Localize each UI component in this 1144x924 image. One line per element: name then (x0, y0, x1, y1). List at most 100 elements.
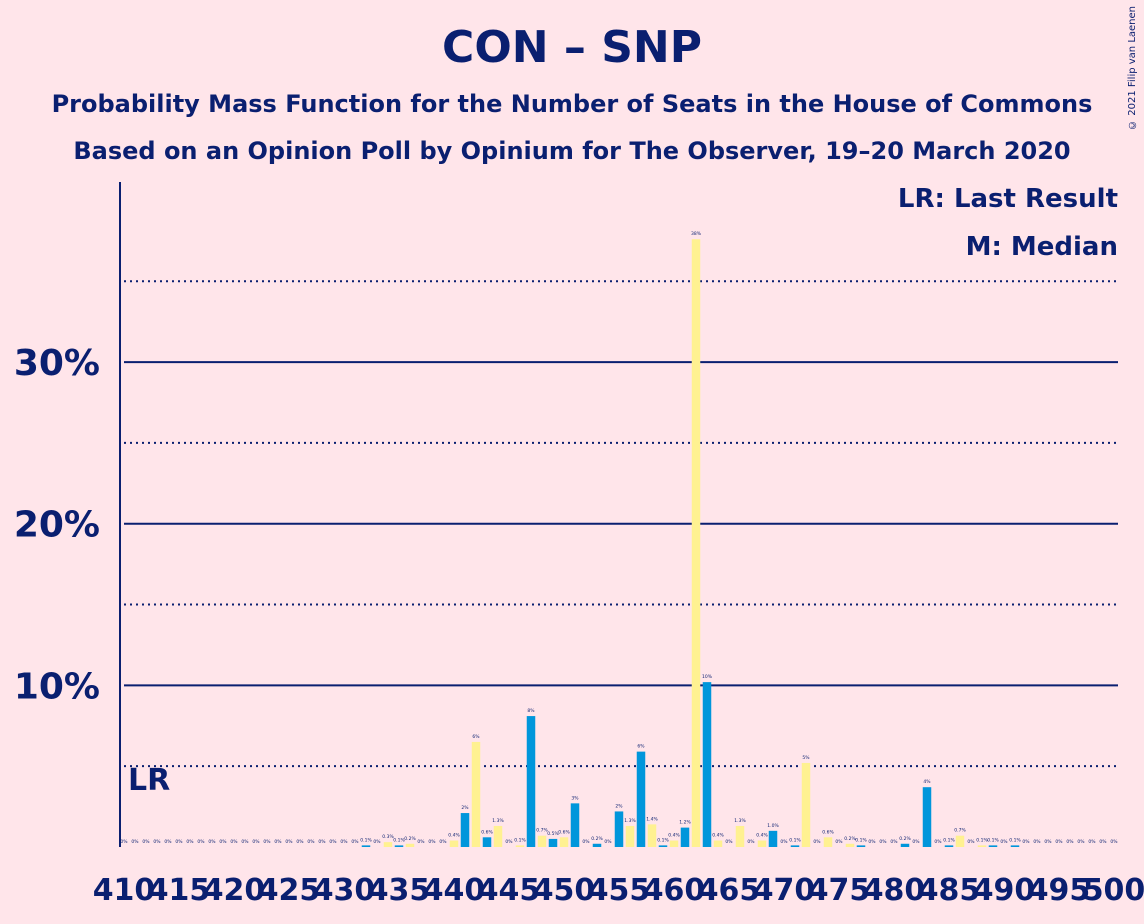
bar-label-413: 0% (153, 839, 161, 845)
bar-474 (823, 837, 833, 847)
bar-462 (691, 239, 701, 848)
bar-label-433: 0% (373, 839, 381, 845)
chart-title: CON – SNP (442, 22, 702, 73)
bar-label-468: 0.4% (756, 833, 768, 839)
bar-label-445: 0% (505, 839, 513, 845)
x-tick-label: 455 (588, 873, 651, 908)
bar-label-470: 0% (780, 839, 788, 845)
bar-label-430: 0% (340, 839, 348, 845)
bar-label-442: 6% (472, 734, 480, 740)
bar-label-425: 0% (285, 839, 293, 845)
bar-489 (988, 845, 998, 847)
bar-label-440: 0.4% (448, 833, 460, 839)
bar-label-424: 0% (274, 839, 282, 845)
bar-451 (570, 803, 580, 847)
y-tick-label: 10% (14, 666, 100, 707)
bar-460 (669, 840, 679, 847)
bar-label-453: 0.2% (591, 836, 603, 842)
bar-471 (790, 845, 800, 847)
bar-label-427: 0% (307, 839, 315, 845)
bar-label-450: 0.6% (558, 829, 570, 835)
grid-lines (124, 280, 1118, 768)
axes-group: 10%20%30%4104154204254304354404454504554… (14, 182, 1144, 908)
y-tick-label: 30% (14, 343, 100, 384)
bar-label-417: 0% (197, 839, 205, 845)
bar-label-419: 0% (219, 839, 227, 845)
bar-label-457: 6% (637, 744, 645, 750)
bar-457 (636, 751, 646, 847)
x-tick-label: 435 (368, 873, 431, 908)
bar-441 (460, 813, 470, 847)
bar-491 (1010, 845, 1020, 847)
bar-label-443: 0.6% (481, 829, 493, 835)
bar-432 (361, 845, 371, 847)
bar-label-494: 0% (1044, 839, 1052, 845)
bar-466 (735, 825, 745, 847)
bar-447 (526, 716, 536, 847)
bar-label-423: 0% (263, 839, 271, 845)
bar-label-439: 0% (439, 839, 447, 845)
x-tick-label: 465 (698, 873, 761, 908)
bar-449 (548, 838, 558, 847)
x-tick-label: 440 (423, 873, 486, 908)
bar-label-436: 0.2% (404, 836, 416, 842)
bar-label-484: 0% (934, 839, 942, 845)
bar-label-474: 0.6% (822, 829, 834, 835)
bar-label-426: 0% (296, 839, 304, 845)
bar-434 (383, 842, 393, 847)
bar-label-454: 0% (604, 839, 612, 845)
legend-median: M: Median (965, 232, 1118, 262)
bar-label-437: 0% (417, 839, 425, 845)
x-tick-label: 430 (313, 873, 376, 908)
bar-label-438: 0% (428, 839, 436, 845)
bar-label-429: 0% (329, 839, 337, 845)
x-tick-label: 450 (533, 873, 596, 908)
bar-label-479: 0% (879, 839, 887, 845)
y-tick-label: 20% (14, 505, 100, 546)
bar-label-416: 0% (186, 839, 194, 845)
bar-label-476: 0.2% (844, 836, 856, 842)
bar-485 (944, 845, 954, 847)
bar-label-480: 0% (890, 839, 898, 845)
bar-443 (482, 837, 492, 847)
bar-label-465: 0% (725, 839, 733, 845)
bar-label-451: 3% (571, 795, 579, 801)
bar-label-487: 0% (967, 839, 975, 845)
bar-488 (977, 845, 987, 847)
bar-label-432: 0.1% (360, 837, 372, 843)
bar-label-434: 0.3% (382, 834, 394, 840)
bar-472 (801, 762, 811, 847)
bar-label-447: 8% (527, 708, 535, 714)
bar-label-483: 4% (923, 779, 931, 785)
bar-476 (845, 843, 855, 847)
bar-448 (537, 835, 547, 847)
bar-label-452: 0% (582, 839, 590, 845)
last-result-marker: LR (128, 763, 170, 798)
x-tick-label: 480 (863, 873, 926, 908)
bar-label-458: 1.4% (646, 816, 658, 822)
bar-459 (658, 845, 668, 847)
bar-labels-group: 0% 0% 0% 0% 0% 0% 0% 0% 0% 0% 0% 0% 0% 0% 0% 0% 0% 0% 0% 0%… (120, 231, 1118, 845)
bar-label-414: 0% (164, 839, 172, 845)
bar-label-499: 0% (1099, 839, 1107, 845)
bar-435 (394, 845, 404, 847)
bar-label-448: 0.7% (536, 828, 548, 834)
bar-label-493: 0% (1033, 839, 1041, 845)
bar-label-481: 0.2% (899, 836, 911, 842)
x-tick-label: 410 (93, 873, 156, 908)
bar-468 (757, 840, 767, 847)
x-tick-label: 475 (808, 873, 871, 908)
bar-450 (559, 837, 569, 847)
bar-label-473: 0% (813, 839, 821, 845)
bar-label-431: 0% (351, 839, 359, 845)
bar-label-464: 0.4% (712, 833, 724, 839)
bar-444 (493, 825, 503, 847)
bar-label-449: 0.5% (547, 831, 559, 837)
bar-label-496: 0% (1066, 839, 1074, 845)
legend-last-result: LR: Last Result (897, 184, 1118, 214)
x-tick-label: 415 (148, 873, 211, 908)
bar-477 (856, 845, 866, 847)
bar-483 (922, 787, 932, 847)
bar-469 (768, 830, 778, 847)
bar-label-472: 5% (802, 755, 810, 761)
